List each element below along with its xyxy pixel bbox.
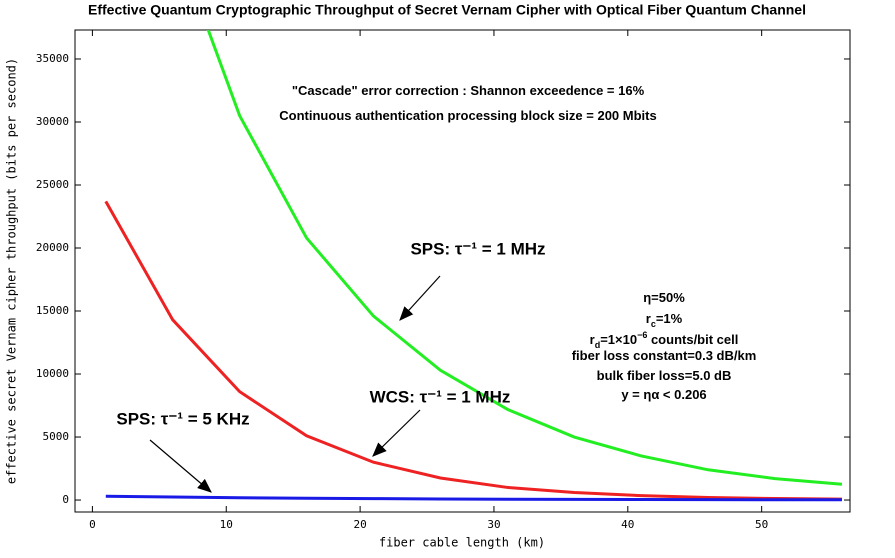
series-line xyxy=(105,494,842,502)
x-tick-label: 0 xyxy=(89,518,96,531)
annotation-part: bulk fiber loss=5.0 dB xyxy=(597,368,732,383)
y-tick-label: 25000 xyxy=(36,178,69,191)
series-label: SPS: τ⁻¹ = 5 KHz xyxy=(116,409,249,428)
annotation: "Cascade" error correction : Shannon exc… xyxy=(292,83,645,98)
arrow xyxy=(372,409,421,457)
series-line xyxy=(206,30,843,486)
plot-frame xyxy=(74,29,851,513)
x-tick-label: 40 xyxy=(621,518,634,531)
annotation: Continuous authentication processing blo… xyxy=(279,108,656,123)
series-line xyxy=(104,200,842,501)
x-tick-label: 20 xyxy=(353,518,366,531)
y-axis-label: effective secret Vernam cipher throughpu… xyxy=(5,58,19,484)
annotation-part: =1% xyxy=(656,311,683,326)
annotation-part: counts/bit cell xyxy=(647,332,738,347)
y-tick-label: 15000 xyxy=(36,304,69,317)
annotation: bulk fiber loss=5.0 dB xyxy=(597,368,732,383)
x-axis-label: fiber cable length (km) xyxy=(379,536,545,550)
annotation-part: "Cascade" error correction : Shannon exc… xyxy=(292,83,645,98)
y-tick-label: 5000 xyxy=(43,430,70,443)
annotation-part: =1×10 xyxy=(600,332,637,347)
arrow xyxy=(399,275,441,321)
x-tick-label: 50 xyxy=(755,518,768,531)
annotation-part: y = ηα < 0.206 xyxy=(621,387,706,402)
annotation-part: r xyxy=(646,311,651,326)
annotation: fiber loss constant=0.3 dB/km xyxy=(572,348,757,363)
annotation-part: η=50% xyxy=(643,290,685,305)
series-label: WCS: τ⁻¹ = 1 MHz xyxy=(370,387,511,406)
annotation-part: r xyxy=(590,332,595,347)
annotation: rc=1% xyxy=(646,311,683,329)
annotation-part: d xyxy=(595,340,601,350)
annotation-part: −6 xyxy=(637,330,647,340)
y-tick-label: 0 xyxy=(62,493,69,506)
annotation-part: fiber loss constant=0.3 dB/km xyxy=(572,348,757,363)
annotation: η=50% xyxy=(643,290,685,305)
y-tick-label: 30000 xyxy=(36,115,69,128)
y-tick-label: 10000 xyxy=(36,367,69,380)
annotation-part: Continuous authentication processing blo… xyxy=(279,108,656,123)
annotation-part: c xyxy=(651,319,656,329)
y-tick-label: 35000 xyxy=(36,52,69,65)
annotation: y = ηα < 0.206 xyxy=(621,387,706,402)
series-label: SPS: τ⁻¹ = 1 MHz xyxy=(410,239,545,258)
annotation: rd=1×10−6 counts/bit cell xyxy=(590,330,739,350)
chart-title: Effective Quantum Cryptographic Throughp… xyxy=(88,2,806,18)
y-tick-label: 20000 xyxy=(36,241,69,254)
x-tick-label: 10 xyxy=(220,518,233,531)
plot-area xyxy=(104,30,843,502)
arrow xyxy=(149,439,212,493)
x-tick-label: 30 xyxy=(487,518,500,531)
